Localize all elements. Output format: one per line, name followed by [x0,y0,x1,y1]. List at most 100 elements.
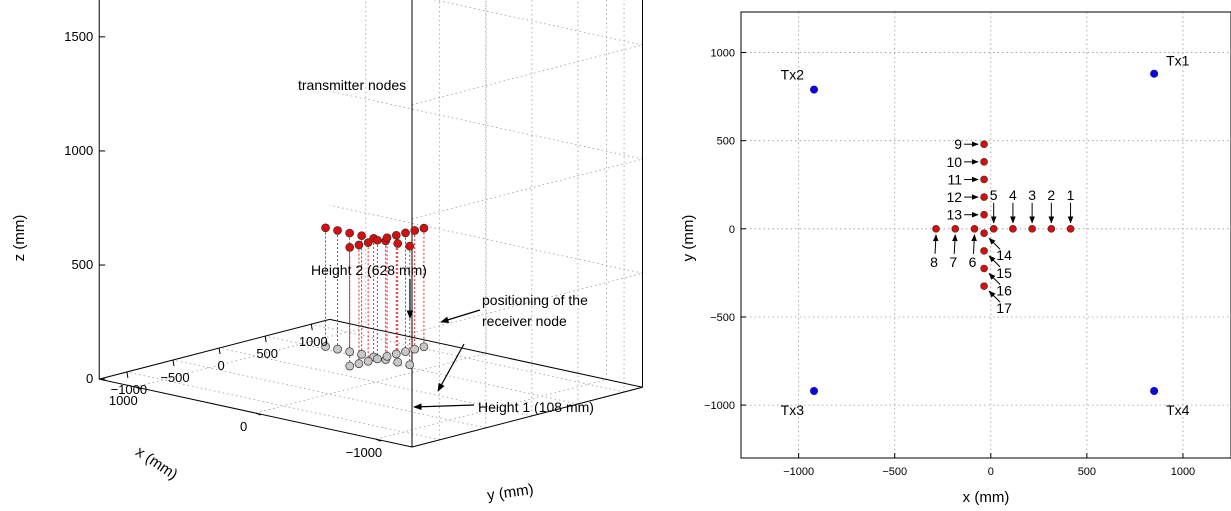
transmitter-marker-2d [1150,69,1159,78]
receiver-index-label: 7 [949,254,957,270]
receiver-marker-low [405,360,415,370]
axes-box-3d [98,0,643,448]
receiver-marker-low [354,359,364,368]
receiver-marker-low [373,354,382,364]
grid-2d [741,12,1231,458]
receiver-index-label: 11 [948,171,963,187]
arrow-height-1 [413,403,475,411]
receiver-marker-high [345,228,354,238]
receiver-index-label: 14 [996,247,1012,263]
receiver-marker-low [363,356,373,366]
receiver-index-label: 2 [1047,187,1055,203]
receiver-index-arrow [988,255,1001,268]
receiver-index-label: 15 [996,265,1012,281]
receiver-marker-high [345,243,355,252]
receiver-marker-2d [1028,225,1036,233]
receiver-marker-2d [980,247,988,255]
receiver-index-arrow [988,290,1001,303]
y-tick-label: 500 [256,346,278,361]
x-axis-label: x (mm) [132,443,180,483]
receiver-marker-2d [980,210,988,219]
receiver-index-label: 10 [947,154,963,170]
receiver-marker-2d [932,225,940,233]
receiver-marker-high [333,226,342,235]
receiver-marker-2d [980,140,988,149]
x-tick-label-2d: −1000 [783,466,814,478]
y-tick-label-2d: −500 [710,312,735,324]
transmitter-label-2d: Tx1 [1166,53,1190,69]
annotation-positioning: positioning of the receiver node [482,292,592,329]
annotation-height-1: Height 1 (108 mm) [478,399,594,415]
receiver-marker-low [345,361,355,371]
transmitters-2d: Tx1 Tx2 Tx3 Tx4 [781,53,1190,418]
x-tick-label: 1000 [109,393,138,408]
transmitter-label-2d: Tx4 [1166,402,1190,418]
transmitter-marker-2d [810,85,819,94]
receiver-index-label: 1 [1067,187,1075,203]
receiver-marker-2d [1047,225,1056,233]
receiver-index-label: 17 [996,300,1012,316]
transmitter-label-2d: Tx2 [781,67,805,83]
receiver-index-arrow [952,234,958,254]
receiver-marker-high [354,240,364,250]
x-tick-label: 0 [240,419,247,434]
x-tick-label-2d: 1000 [1171,466,1195,478]
receiver-marker-2d [980,229,988,238]
receivers-height-2 [321,223,429,252]
receiver-marker-high [382,233,392,243]
annotation-height-2: Height 2 (628 mm) [311,262,427,278]
y-axis-label-2d: y (mm) [680,215,697,262]
receiver-marker-high [419,223,429,233]
receiver-marker-high [393,239,403,248]
receiver-index-arrow [988,272,1001,285]
receiver-index-label: 5 [990,187,998,203]
x-tick-label-2d: −500 [882,466,907,478]
receiver-index-label: 3 [1028,187,1036,203]
x-tick-label-2d: 500 [1078,466,1096,478]
y-tick-label-2d: −1000 [704,400,735,412]
x-tick-label-2d: 0 [988,466,994,478]
receiver-marker-high [373,235,382,245]
receiver-marker-high [410,226,420,235]
ticks-3d: 05001000150020002500−100001000−1000−5000… [64,29,383,460]
receiver-index-label: 13 [947,207,963,223]
receiver-index-label: 9 [954,136,962,152]
y-tick-label-2d: 1000 [711,48,735,60]
z-tick-label: 500 [72,257,94,272]
receiver-marker-2d [980,175,988,184]
x-tick-label: −1000 [346,445,383,460]
receiver-index-arrow [988,237,1001,250]
receiver-marker-low [321,342,330,351]
receiver-marker-high [321,223,330,233]
y-tick-label: −500 [160,370,189,385]
receiver-marker-2d [951,225,960,233]
arrow-positioning-low [437,343,465,392]
z-tick-label: 0 [86,371,93,386]
receiver-index-label: 12 [947,189,963,205]
receiver-marker-low [393,357,403,367]
y-tick-label-2d: 500 [717,136,735,148]
receiver-marker-high [405,241,415,251]
receiver-index-label: 6 [969,254,977,270]
receiver-marker-low [382,352,392,361]
receiver-marker-2d [1009,225,1017,233]
transmitter-label-2d: Tx3 [781,402,805,418]
receiver-marker-low [401,347,410,356]
receiver-marker-2d [970,225,979,233]
y-tick-label: −1000 [111,382,148,397]
z-tick-label: 1000 [64,143,93,158]
receiver-marker-high [363,238,373,247]
y-tick-label-2d: 0 [729,224,735,236]
y-tick-label: 1000 [299,334,328,349]
receiver-index-label: 8 [930,254,938,270]
y-axis-label: y (mm) [486,481,535,504]
annotation-transmitter-nodes: transmitter nodes [298,77,406,93]
receiver-marker-2d [980,282,988,290]
ticks-2d: −1000 −1000 −500 −500 0 0 500 500 1000 1000 [704,48,1195,478]
receiver-marker-low [345,347,354,357]
receiver-marker-2d [980,193,988,201]
